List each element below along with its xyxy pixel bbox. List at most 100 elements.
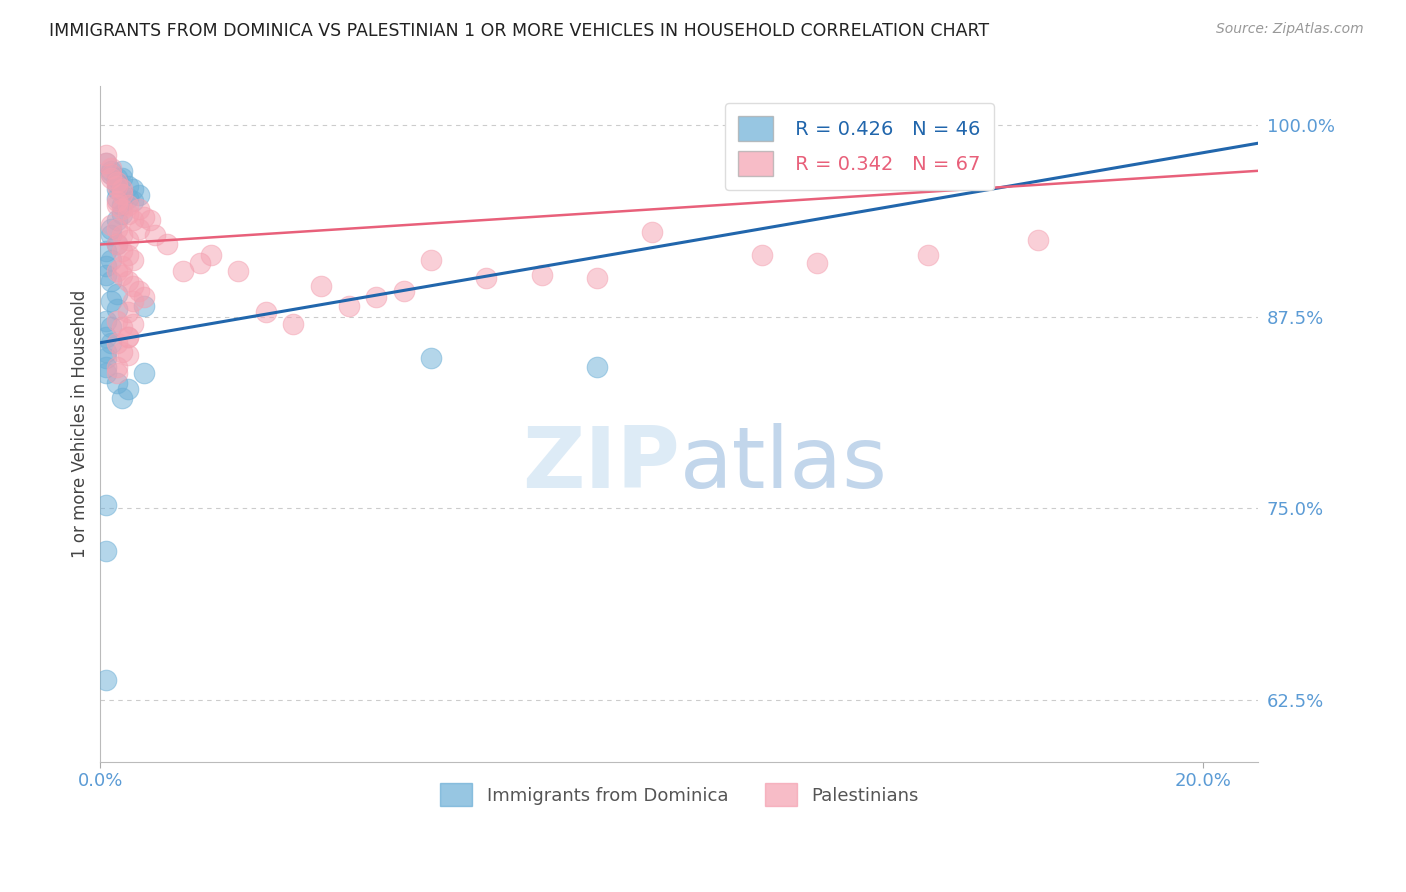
Point — [111, 163, 134, 178]
Point — [122, 279, 145, 293]
Point — [188, 256, 211, 270]
Point — [105, 175, 128, 189]
Point — [100, 171, 122, 186]
Point — [94, 351, 117, 365]
Point — [94, 268, 117, 282]
Point — [917, 248, 939, 262]
Point — [94, 367, 117, 381]
Text: ZIP: ZIP — [522, 423, 679, 506]
Point — [117, 329, 139, 343]
Point — [128, 284, 150, 298]
Point — [105, 171, 128, 186]
Point — [100, 274, 122, 288]
Point — [117, 179, 139, 194]
Point — [117, 207, 139, 221]
Point — [134, 367, 156, 381]
Legend: Immigrants from Dominica, Palestinians: Immigrants from Dominica, Palestinians — [433, 776, 927, 814]
Point — [392, 284, 415, 298]
Point — [105, 222, 128, 236]
Point — [105, 176, 128, 190]
Point — [100, 167, 122, 181]
Point — [111, 228, 134, 243]
Point — [105, 314, 128, 328]
Point — [254, 305, 277, 319]
Point — [100, 294, 122, 309]
Point — [94, 259, 117, 273]
Point — [111, 182, 134, 196]
Y-axis label: 1 or more Vehicles in Household: 1 or more Vehicles in Household — [72, 290, 89, 558]
Point — [111, 391, 134, 405]
Point — [105, 237, 128, 252]
Point — [100, 228, 122, 243]
Point — [111, 320, 134, 334]
Point — [105, 263, 128, 277]
Text: atlas: atlas — [679, 423, 887, 506]
Point — [100, 222, 122, 236]
Point — [105, 194, 128, 209]
Point — [94, 329, 117, 343]
Point — [111, 207, 134, 221]
Point — [94, 544, 117, 558]
Point — [94, 673, 117, 688]
Point — [105, 360, 128, 375]
Point — [105, 191, 128, 205]
Point — [111, 244, 134, 258]
Point — [117, 382, 139, 396]
Point — [105, 197, 128, 211]
Point — [585, 271, 607, 285]
Point — [111, 197, 134, 211]
Point — [420, 252, 443, 267]
Point — [585, 360, 607, 375]
Point — [94, 148, 117, 162]
Point — [117, 248, 139, 262]
Point — [105, 301, 128, 316]
Point — [105, 367, 128, 381]
Point — [117, 191, 139, 205]
Point — [94, 499, 117, 513]
Point — [420, 351, 443, 365]
Point — [117, 233, 139, 247]
Text: Source: ZipAtlas.com: Source: ZipAtlas.com — [1216, 22, 1364, 37]
Point — [100, 161, 122, 175]
Point — [111, 171, 134, 186]
Point — [105, 335, 128, 350]
Point — [145, 228, 167, 243]
Point — [94, 244, 117, 258]
Point — [1026, 233, 1049, 247]
Point — [122, 213, 145, 227]
Point — [94, 360, 117, 375]
Point — [111, 345, 134, 359]
Point — [226, 263, 249, 277]
Point — [111, 202, 134, 216]
Point — [530, 268, 553, 282]
Point — [100, 320, 122, 334]
Point — [117, 305, 139, 319]
Point — [94, 314, 117, 328]
Point — [105, 213, 128, 227]
Point — [475, 271, 498, 285]
Point — [100, 252, 122, 267]
Point — [94, 156, 117, 170]
Point — [155, 237, 177, 252]
Point — [105, 182, 128, 196]
Point — [94, 345, 117, 359]
Point — [309, 279, 332, 293]
Point — [117, 274, 139, 288]
Point — [111, 259, 134, 273]
Point — [105, 376, 128, 390]
Point — [122, 182, 145, 196]
Point — [100, 163, 122, 178]
Point — [100, 218, 122, 232]
Point — [117, 197, 139, 211]
Point — [117, 348, 139, 362]
Point — [111, 186, 134, 201]
Point — [117, 329, 139, 343]
Point — [122, 318, 145, 332]
Point — [337, 299, 360, 313]
Point — [105, 286, 128, 301]
Point — [751, 248, 773, 262]
Point — [200, 248, 222, 262]
Point — [111, 268, 134, 282]
Point — [122, 194, 145, 209]
Point — [105, 179, 128, 194]
